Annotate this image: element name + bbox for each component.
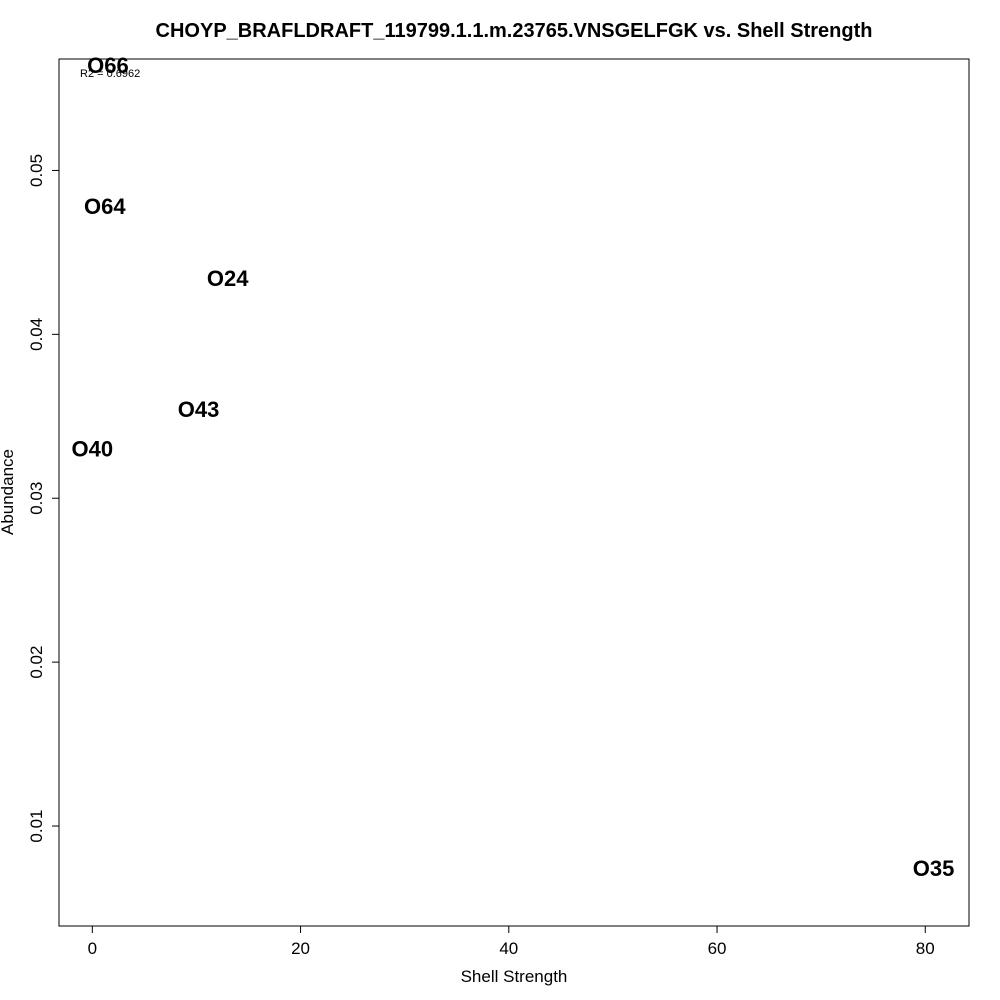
y-tick-label: 0.03 — [27, 482, 46, 515]
x-tick-label: 40 — [499, 939, 518, 958]
data-point-label: O43 — [178, 397, 220, 422]
x-tick-label: 0 — [88, 939, 97, 958]
data-point-label: O40 — [72, 437, 114, 462]
data-points: O66 O64 O24 O43 O40 O35 — [72, 53, 955, 881]
x-axis: 0 20 40 60 80 — [88, 925, 935, 958]
r2-annotation: R2 = 0.6962 — [80, 68, 140, 80]
data-point-label: O24 — [207, 266, 249, 291]
x-axis-label: Shell Strength — [461, 967, 568, 986]
chart-title: CHOYP_BRAFLDRAFT_119799.1.1.m.23765.VNSG… — [156, 20, 873, 42]
data-point-label: O64 — [84, 194, 126, 219]
y-tick-label: 0.04 — [27, 318, 46, 351]
plot-frame — [58, 58, 970, 927]
data-point-label: O66 — [87, 53, 129, 78]
y-axis: 0.01 0.02 0.03 0.04 0.05 — [27, 154, 60, 843]
x-tick-label: 60 — [708, 939, 727, 958]
x-tick-label: 20 — [291, 939, 310, 958]
y-tick-label: 0.01 — [27, 809, 46, 842]
data-point-label: O35 — [913, 856, 955, 881]
y-tick-label: 0.05 — [27, 154, 46, 187]
x-tick-label: 80 — [916, 939, 935, 958]
y-axis-label: Abundance — [0, 449, 17, 535]
y-tick-label: 0.02 — [27, 646, 46, 679]
